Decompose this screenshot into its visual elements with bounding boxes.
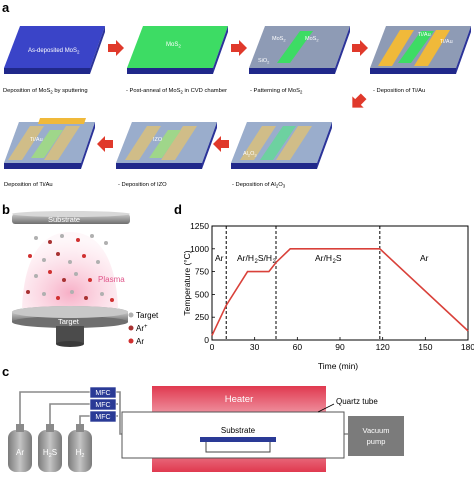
step-5-slab: Al2O3 — [231, 122, 332, 169]
step-4-label-tiau-b: Ti/Au — [440, 39, 453, 45]
y-tick-label: 750 — [195, 267, 209, 277]
step-3-label-mos2-b: MoS2 — [305, 36, 319, 43]
x-tick-label: 150 — [418, 342, 432, 352]
vacuum-pump: Vacuum pump — [348, 416, 404, 456]
quartz-tube-label: Quartz tube — [336, 397, 378, 406]
step-4-slab: Ti/Au Ti/Au — [370, 26, 471, 74]
step-7-slab: Ti/Au — [4, 118, 95, 169]
gas-cylinders: Ar H2S H2 — [8, 424, 92, 472]
h2s-cylinder: H2S — [38, 424, 62, 472]
step-4-caption: - Deposition of Ti/Au — [373, 88, 425, 94]
target-assembly: Target — [12, 306, 128, 347]
y-tick-label: 0 — [204, 335, 209, 345]
y-tick-label: 250 — [195, 312, 209, 322]
y-axis-label: Temperature (°C) — [182, 250, 192, 315]
panel-a-label: a — [2, 0, 10, 15]
mfc-stack: MFC MFC MFC — [90, 387, 116, 422]
process-arrow-3 — [352, 40, 368, 56]
step-3-label-sio2: SiO2 — [258, 58, 270, 65]
step-2-caption: - Post-anneal of MoS2 in CVD chamber — [126, 88, 227, 95]
top-gate-electrode — [38, 118, 86, 124]
furnace-substrate-label: Substrate — [221, 426, 256, 435]
temperature-chart: 0 30 60 90 120 150 180 0 250 500 750 1000 1250 Ar A… — [182, 221, 474, 371]
ar-cylinder: Ar — [8, 424, 32, 472]
x-tick-label: 90 — [335, 342, 345, 352]
step-6-caption: - Deposition of IZO — [118, 182, 167, 188]
x-tick-label: 180 — [461, 342, 474, 352]
y-tick-label: 500 — [195, 289, 209, 299]
step-3-caption: - Patterning of MoS2 — [250, 88, 303, 95]
target-label: Target — [58, 317, 80, 326]
mfc-3-label: MFC — [95, 414, 110, 421]
step-6-slab: IZO — [116, 122, 217, 169]
step-7-caption: Deposition of Ti/Au — [4, 182, 53, 188]
h2-cylinder: H2 — [68, 424, 92, 472]
plasma-label: Plasma — [98, 275, 125, 284]
x-tick-label: 0 — [210, 342, 215, 352]
vacuum-pump-label-2: pump — [367, 437, 386, 446]
step-1-caption: Deposition of MoS2 by sputtering — [3, 88, 88, 95]
step-2-slab: MoS2 — [127, 26, 228, 74]
plasma-region — [22, 232, 118, 308]
tube-furnace: Heater Quartz tube Substrate — [122, 386, 378, 472]
region-label-ar-h2s: Ar/H2S — [315, 253, 342, 265]
x-axis-label: Time (min) — [318, 361, 358, 371]
mfc-1-label: MFC — [95, 390, 110, 397]
legend-ar: Ar — [136, 337, 144, 346]
substrate-label: Substrate — [48, 215, 80, 224]
x-tick-label: 120 — [376, 342, 390, 352]
step-6-slab-label: IZO — [153, 137, 163, 143]
process-arrow-5 — [97, 136, 113, 152]
process-arrow-2 — [231, 40, 247, 56]
heater-label: Heater — [225, 394, 254, 405]
step-5-slab-label: Al2O3 — [243, 151, 257, 158]
region-label-ar-2: Ar — [420, 253, 429, 263]
panel-c-label: c — [2, 364, 9, 379]
step-5-caption: - Deposition of Al2O3 — [232, 182, 286, 189]
substrate-holder: Substrate — [12, 211, 130, 224]
process-arrow-4 — [213, 136, 229, 152]
panel-b-legend: Target Ar+ Ar — [129, 311, 160, 346]
legend-target: Target — [136, 311, 159, 320]
step-4-label-tiau-a: Ti/Au — [418, 32, 431, 38]
legend-ar-ion: Ar+ — [136, 324, 148, 333]
ar-cylinder-label: Ar — [16, 448, 24, 457]
step-3-label-mos2-a: MoS2 — [272, 36, 286, 43]
step-3-slab: MoS2 MoS2 SiO2 — [249, 26, 350, 74]
panel-d-label: d — [174, 202, 182, 217]
chart-frame — [212, 226, 468, 340]
step-7-slab-label: Ti/Au — [30, 137, 43, 143]
x-tick-label: 60 — [293, 342, 303, 352]
step-1-slab: As-deposited MoS2 — [4, 26, 105, 74]
region-label-ar-h2s-h2: Ar/H2S/H2 — [237, 253, 277, 265]
mfc-2-label: MFC — [95, 402, 110, 409]
y-tick-label: 1000 — [190, 244, 209, 254]
x-tick-label: 30 — [250, 342, 260, 352]
process-arrow-down — [347, 91, 370, 114]
region-label-ar-1: Ar — [215, 253, 224, 263]
vacuum-pump-label-1: Vacuum — [363, 426, 390, 435]
step-1-slab-label: As-deposited MoS2 — [28, 48, 80, 55]
step-2-slab-label: MoS2 — [166, 42, 181, 49]
process-arrow-1 — [108, 40, 124, 56]
y-tick-label: 1250 — [190, 221, 209, 231]
quartz-tube — [122, 412, 344, 458]
panel-b-label: b — [2, 202, 10, 217]
furnace-substrate — [200, 437, 276, 442]
